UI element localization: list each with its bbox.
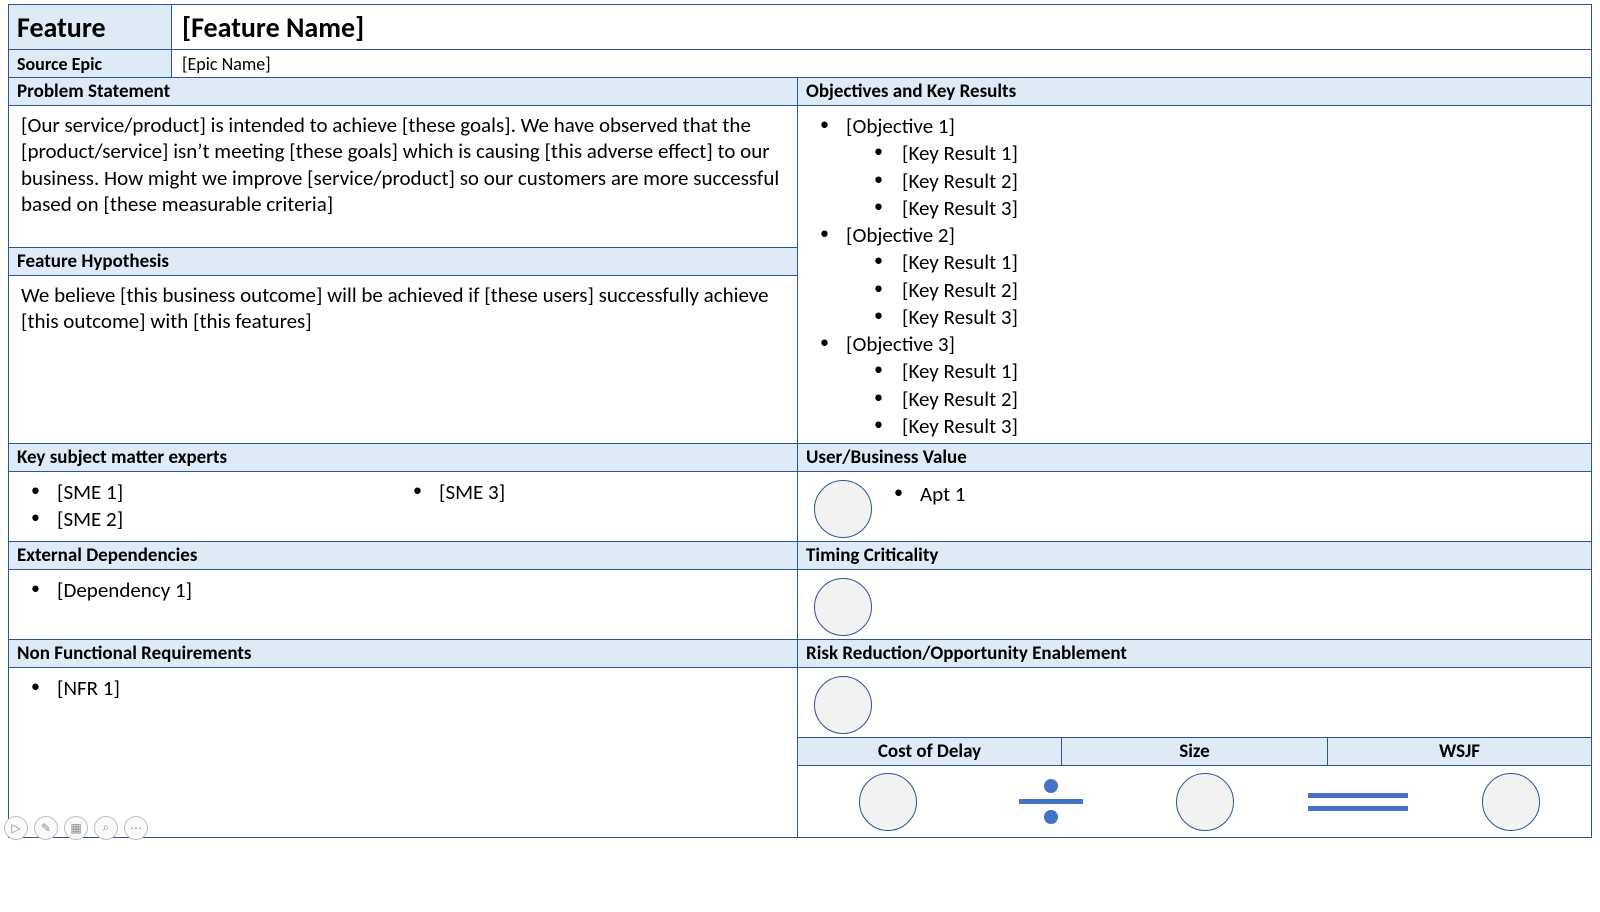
grid-icon[interactable]: ▦ — [64, 816, 88, 840]
objective-item: [Objective 3][Key Result 1][Key Result 2… — [810, 331, 1579, 439]
divide-icon — [958, 779, 1145, 824]
rroe-score-circle — [814, 676, 872, 734]
left-column: Problem Statement [Our service/product] … — [8, 78, 798, 838]
ubv-score-circle — [814, 480, 872, 538]
main-columns: Problem Statement [Our service/product] … — [8, 78, 1592, 838]
calc-wsjf-heading: WSJF — [1328, 738, 1592, 766]
key-result-item: [Key Result 2] — [846, 386, 1579, 412]
feature-row: Feature [Feature Name] — [8, 4, 1592, 50]
okr-heading: Objectives and Key Results — [798, 78, 1592, 106]
wsjf-circle — [1482, 773, 1540, 831]
hypothesis-text: We believe [this business outcome] will … — [8, 276, 798, 444]
size-circle — [1176, 773, 1234, 831]
nfr-list: [NFR 1] — [21, 675, 785, 701]
rroe-body — [798, 668, 1592, 738]
zoom-icon[interactable]: ⌕ — [94, 816, 118, 840]
list-item: [SME 2] — [21, 506, 403, 532]
key-result-item: [Key Result 1] — [846, 358, 1579, 384]
deps-list: [Dependency 1] — [21, 577, 785, 603]
ubv-list: Apt 1 — [884, 480, 1575, 508]
smes-body: [SME 1][SME 2] [SME 3] — [8, 472, 798, 542]
list-item: Apt 1 — [884, 481, 1575, 507]
feature-label: Feature — [8, 4, 172, 50]
okr-body: [Objective 1][Key Result 1][Key Result 2… — [798, 106, 1592, 444]
sme-list-col2: [SME 3] — [403, 478, 785, 534]
okr-list: [Objective 1][Key Result 1][Key Result 2… — [810, 113, 1579, 439]
nfr-heading: Non Functional Requirements — [8, 640, 798, 668]
key-result-item: [Key Result 2] — [846, 168, 1579, 194]
cod-circle — [859, 773, 917, 831]
epic-value: [Epic Name] — [172, 50, 1592, 78]
calc-body-row — [798, 766, 1592, 838]
list-item: [SME 3] — [403, 479, 785, 505]
tc-score-circle — [814, 578, 872, 636]
equals-icon — [1265, 793, 1452, 811]
right-column: Objectives and Key Results [Objective 1]… — [798, 78, 1592, 838]
ubv-heading: User/Business Value — [798, 444, 1592, 472]
objective-item: [Objective 2][Key Result 1][Key Result 2… — [810, 222, 1579, 330]
calc-size-heading: Size — [1062, 738, 1328, 766]
list-item: [NFR 1] — [21, 675, 785, 701]
problem-heading: Problem Statement — [8, 78, 798, 106]
calc-cod-heading: Cost of Delay — [798, 738, 1062, 766]
play-icon[interactable]: ▷ — [4, 816, 28, 840]
list-item: [SME 1] — [21, 479, 403, 505]
more-icon[interactable]: ⋯ — [124, 816, 148, 840]
epic-row: Source Epic [Epic Name] — [8, 50, 1592, 78]
hypothesis-heading: Feature Hypothesis — [8, 248, 798, 276]
nfr-body: [NFR 1] — [8, 668, 798, 838]
key-result-item: [Key Result 3] — [846, 413, 1579, 439]
sme-list-col1: [SME 1][SME 2] — [21, 478, 403, 534]
tc-heading: Timing Criticality — [798, 542, 1592, 570]
problem-text: [Our service/product] is intended to ach… — [8, 106, 798, 248]
slideshow-toolbar: ▷ ✎ ▦ ⌕ ⋯ — [0, 816, 148, 840]
key-result-item: [Key Result 1] — [846, 140, 1579, 166]
key-result-item: [Key Result 2] — [846, 277, 1579, 303]
tc-body — [798, 570, 1592, 640]
feature-canvas: Feature [Feature Name] Source Epic [Epic… — [0, 0, 1600, 846]
objective-item: [Objective 1][Key Result 1][Key Result 2… — [810, 113, 1579, 221]
rroe-heading: Risk Reduction/Opportunity Enablement — [798, 640, 1592, 668]
smes-heading: Key subject matter experts — [8, 444, 798, 472]
feature-value: [Feature Name] — [172, 4, 1592, 50]
ubv-body: Apt 1 — [798, 472, 1592, 542]
calc-header-row: Cost of Delay Size WSJF — [798, 738, 1592, 766]
deps-body: [Dependency 1] — [8, 570, 798, 640]
key-result-item: [Key Result 3] — [846, 195, 1579, 221]
pen-icon[interactable]: ✎ — [34, 816, 58, 840]
key-result-item: [Key Result 1] — [846, 249, 1579, 275]
key-result-item: [Key Result 3] — [846, 304, 1579, 330]
epic-label: Source Epic — [8, 50, 172, 78]
deps-heading: External Dependencies — [8, 542, 798, 570]
list-item: [Dependency 1] — [21, 577, 785, 603]
